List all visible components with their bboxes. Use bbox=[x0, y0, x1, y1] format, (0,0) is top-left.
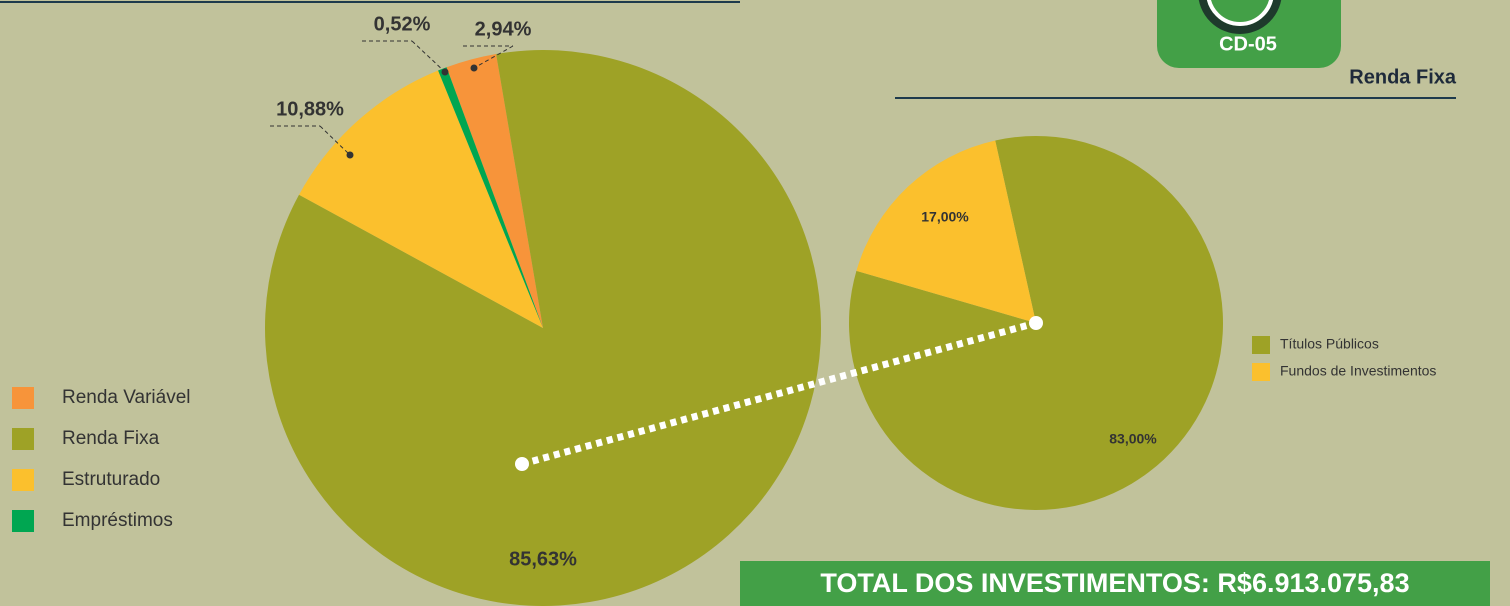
leader-line bbox=[411, 40, 446, 73]
pie-slice bbox=[299, 70, 543, 328]
total-banner bbox=[740, 561, 1490, 606]
pie-slice bbox=[438, 67, 543, 328]
data-label: 17,00% bbox=[921, 209, 969, 225]
data-label: 2,94% bbox=[475, 18, 532, 40]
badge-icon-ring bbox=[1206, 0, 1274, 26]
legend-label: Empréstimos bbox=[62, 510, 173, 531]
data-label: 83,00% bbox=[1109, 431, 1157, 447]
leader-dot bbox=[441, 68, 449, 76]
badge-icon bbox=[1198, 0, 1282, 34]
chart-title: Renda Fixa bbox=[1349, 66, 1457, 88]
connector-end bbox=[515, 457, 529, 471]
badge-box bbox=[1157, 0, 1341, 68]
connector-end bbox=[1029, 316, 1043, 330]
legend-swatch bbox=[12, 469, 34, 491]
legend-swatch bbox=[12, 510, 34, 532]
pie-slice bbox=[856, 140, 1036, 323]
data-label: 10,88% bbox=[276, 98, 344, 120]
pie-slice bbox=[446, 53, 543, 328]
legend-label: Renda Fixa bbox=[62, 428, 160, 449]
legend-swatch bbox=[1252, 363, 1270, 381]
data-label: 0,52% bbox=[374, 13, 431, 35]
total-label: TOTAL DOS INVESTIMENTOS: R$6.913.075,83 bbox=[820, 568, 1409, 598]
pie-slice bbox=[265, 50, 821, 606]
badge-label: CD-05 bbox=[1219, 33, 1277, 55]
legend-label: Renda Variável bbox=[62, 387, 191, 408]
legend-label: Fundos de Investimentos bbox=[1280, 363, 1436, 379]
legend-label: Títulos Públicos bbox=[1280, 336, 1379, 352]
legend-swatch bbox=[12, 428, 34, 450]
data-label: 85,63% bbox=[509, 548, 577, 570]
leader-line bbox=[473, 45, 514, 69]
legend-swatch bbox=[12, 387, 34, 409]
legend-label: Estruturado bbox=[62, 469, 160, 490]
leader-dot bbox=[346, 151, 354, 159]
legend-swatch bbox=[1252, 336, 1270, 354]
connector bbox=[521, 319, 1037, 468]
leader-dot bbox=[470, 64, 478, 72]
